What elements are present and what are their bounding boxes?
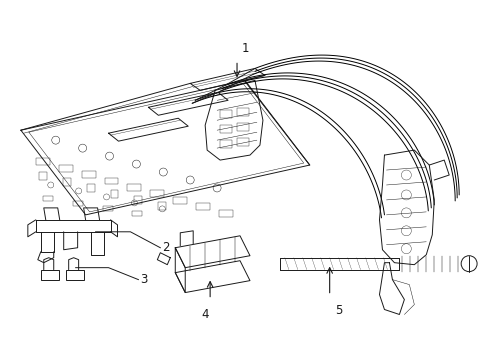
Text: 3: 3 — [140, 273, 147, 286]
Bar — [134, 196, 142, 204]
Bar — [86, 184, 94, 192]
Bar — [41, 270, 59, 280]
Text: 1: 1 — [242, 42, 249, 55]
Text: 2: 2 — [162, 241, 169, 254]
Bar — [219, 210, 233, 217]
Bar — [150, 190, 164, 197]
Bar — [132, 211, 142, 216]
Bar — [173, 197, 187, 204]
Bar — [237, 108, 248, 116]
Bar — [39, 172, 47, 180]
Bar — [73, 201, 82, 206]
Bar — [220, 110, 232, 118]
Bar — [65, 270, 83, 280]
Bar — [102, 206, 112, 211]
Bar — [81, 171, 95, 178]
Bar — [127, 184, 141, 191]
Bar — [42, 196, 53, 201]
Bar — [220, 125, 232, 133]
Bar — [62, 178, 71, 186]
Bar — [36, 158, 50, 165]
Bar — [104, 177, 118, 184]
Text: 5: 5 — [334, 303, 341, 316]
Bar — [59, 165, 73, 171]
Text: 4: 4 — [201, 307, 208, 320]
Bar — [196, 203, 210, 210]
Bar — [158, 202, 166, 210]
Bar — [237, 138, 248, 146]
Bar — [220, 140, 232, 148]
Bar — [237, 123, 248, 131]
Bar — [110, 190, 118, 198]
